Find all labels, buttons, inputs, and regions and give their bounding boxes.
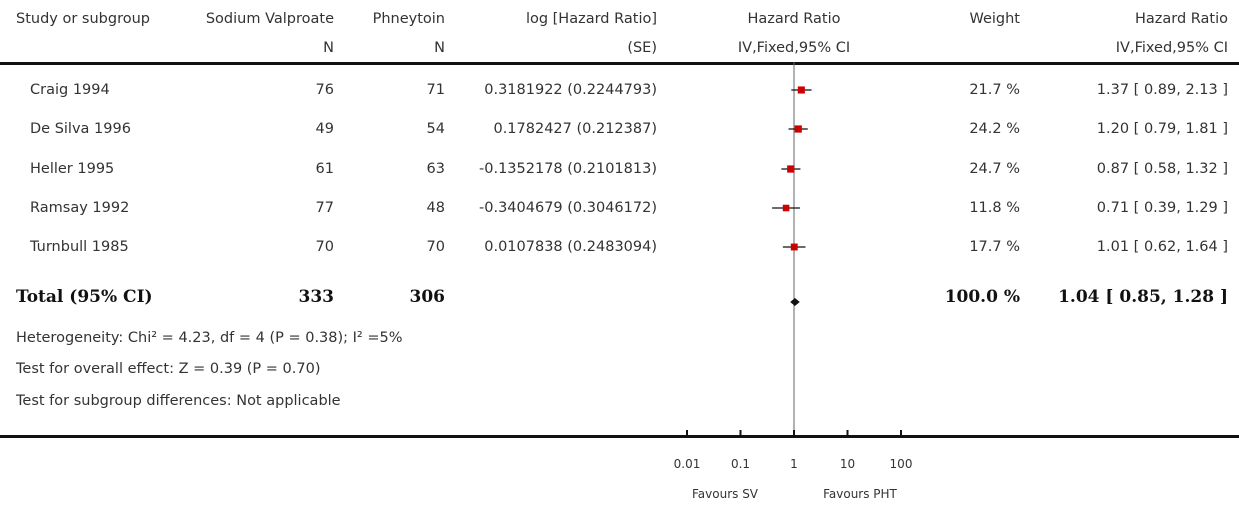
- header-sv-n: N: [323, 40, 334, 56]
- study-loghr-se: 0.0107838 (0.2483094): [484, 239, 657, 255]
- header-pht: Phneytoin: [372, 11, 445, 27]
- header-hr-plot: Hazard Ratio: [747, 11, 841, 27]
- point-marker-3: [782, 204, 790, 212]
- study-pht-n: 54: [426, 121, 445, 137]
- study-loghr-se: 0.1782427 (0.212387): [493, 121, 657, 137]
- study-hr-ci: 1.37 [ 0.89, 2.13 ]: [1096, 82, 1228, 98]
- bottom-divider: [0, 435, 1239, 438]
- study-pht-n: 70: [426, 239, 445, 255]
- header-hr-method: IV,Fixed,95% CI: [1115, 40, 1228, 56]
- x-tick-label-2: 1: [790, 457, 798, 471]
- total-diamond: [790, 298, 800, 306]
- header-hr-plot-method: IV,Fixed,95% CI: [737, 40, 851, 56]
- study-hr-ci: 0.71 [ 0.39, 1.29 ]: [1096, 200, 1228, 216]
- study-sv-n: 77: [315, 200, 334, 216]
- favours-left-label: Favours SV: [691, 487, 759, 501]
- header-loghr: log [Hazard Ratio]: [525, 11, 657, 27]
- x-tick-label-4: 100: [890, 457, 913, 471]
- header-study: Study or subgroup: [16, 11, 150, 27]
- study-weight: 11.8 %: [969, 200, 1020, 216]
- study-sv-n: 49: [315, 121, 334, 137]
- study-weight: 24.7 %: [969, 161, 1020, 177]
- study-pht-n: 63: [426, 161, 445, 177]
- study-loghr-se: -0.3404679 (0.3046172): [479, 200, 657, 216]
- total-weight: 100.0 %: [944, 287, 1020, 307]
- heterogeneity-note: Heterogeneity: Chi² = 4.23, df = 4 (P = …: [16, 330, 403, 346]
- point-marker-2: [787, 165, 795, 173]
- point-marker-1: [794, 125, 802, 133]
- header-pht-n: N: [434, 40, 445, 56]
- total-label: Total (95% CI): [16, 287, 153, 307]
- header-loghr-se: (SE): [627, 40, 657, 56]
- overall-effect-note: Test for overall effect: Z = 0.39 (P = 0…: [16, 361, 321, 377]
- study-hr-ci: 0.87 [ 0.58, 1.32 ]: [1096, 161, 1228, 177]
- study-name: De Silva 1996: [30, 121, 131, 137]
- study-name: Turnbull 1985: [30, 239, 129, 255]
- study-name: Craig 1994: [30, 82, 110, 98]
- study-sv-n: 76: [315, 82, 334, 98]
- study-name: Heller 1995: [30, 161, 115, 177]
- total-sv-n: 333: [298, 287, 335, 307]
- study-pht-n: 71: [426, 82, 445, 98]
- study-hr-ci: 1.01 [ 0.62, 1.64 ]: [1096, 239, 1228, 255]
- study-sv-n: 70: [315, 239, 334, 255]
- header-divider: [0, 62, 1239, 65]
- study-sv-n: 61: [315, 161, 334, 177]
- header-sv: Sodium Valproate: [205, 11, 334, 27]
- study-loghr-se: 0.3181922 (0.2244793): [484, 82, 657, 98]
- study-loghr-se: -0.1352178 (0.2101813): [479, 161, 657, 177]
- point-marker-0: [797, 86, 805, 94]
- study-pht-n: 48: [426, 200, 445, 216]
- subgroup-diff-note: Test for subgroup differences: Not appli…: [16, 393, 341, 409]
- favours-right-label: Favours PHT: [823, 487, 897, 501]
- point-marker-4: [790, 243, 798, 251]
- study-weight: 21.7 %: [969, 82, 1020, 98]
- x-tick-label-1: 0.1: [731, 457, 750, 471]
- total-hr-ci: 1.04 [ 0.85, 1.28 ]: [1058, 287, 1228, 307]
- study-weight: 24.2 %: [969, 121, 1020, 137]
- header-weight: Weight: [969, 11, 1020, 27]
- study-weight: 17.7 %: [969, 239, 1020, 255]
- total-pht-n: 306: [409, 287, 446, 307]
- study-name: Ramsay 1992: [30, 200, 130, 216]
- header-hr: Hazard Ratio: [1134, 11, 1228, 27]
- x-tick-label-3: 10: [840, 457, 855, 471]
- study-hr-ci: 1.20 [ 0.79, 1.81 ]: [1096, 121, 1228, 137]
- x-tick-label-0: 0.01: [674, 457, 701, 471]
